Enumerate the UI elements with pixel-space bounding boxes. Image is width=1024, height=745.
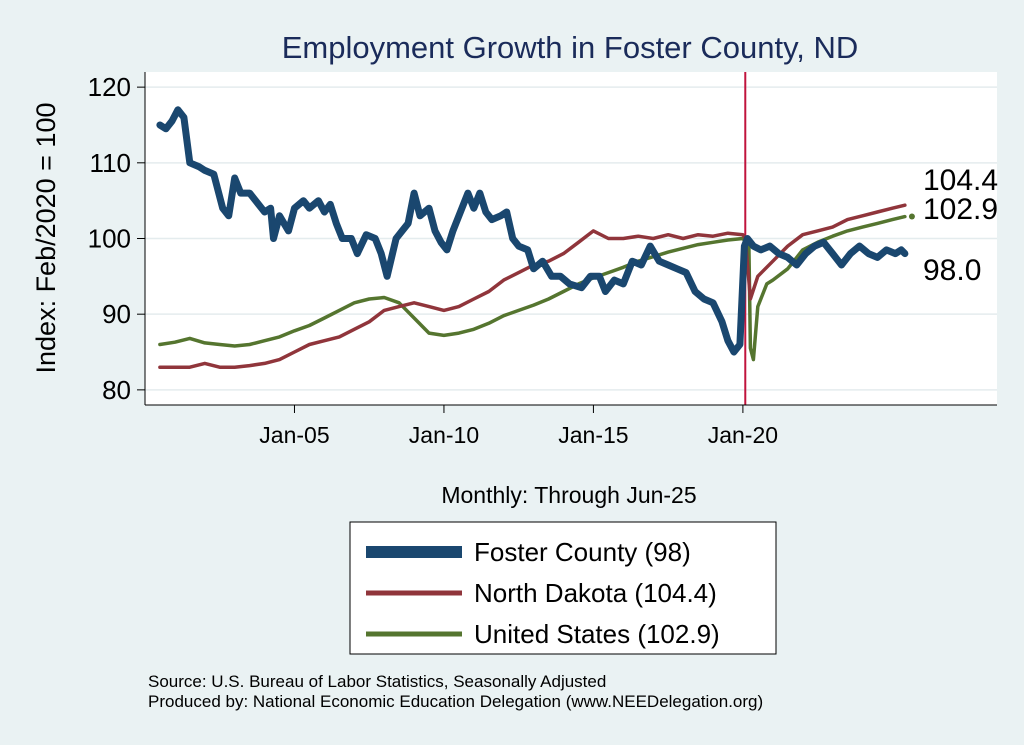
end-value-label: 98.0 <box>923 254 981 287</box>
legend: Foster County (98) North Dakota (104.4) Un… <box>366 537 720 649</box>
source-line: Source: U.S. Bureau of Labor Statistics,… <box>148 672 607 691</box>
gridlines <box>145 86 997 391</box>
end-value-label: 102.9 <box>923 193 998 226</box>
y-tick-label: 110 <box>90 148 131 178</box>
end-value-label: 104.4 <box>923 164 998 197</box>
x-tick-label: Jan-15 <box>558 422 628 448</box>
x-axis-label: Monthly: Through Jun-25 <box>441 482 696 508</box>
x-tick-label: Jan-20 <box>708 422 778 448</box>
producer-line: Produced by: National Economic Education… <box>148 692 764 711</box>
x-tick-label: Jan-10 <box>409 422 479 448</box>
series-line-2 <box>158 214 907 362</box>
us-end-marker <box>908 213 915 220</box>
x-axis-ticks: Jan-05 Jan-10 Jan-15 Jan-20 <box>259 405 778 448</box>
y-axis-label: Index: Feb/2020 = 100 <box>31 103 61 374</box>
x-tick-label: Jan-05 <box>259 422 329 448</box>
legend-entry: United States (102.9) <box>474 619 720 649</box>
y-tick-label: 90 <box>102 299 131 329</box>
y-tick-label: 100 <box>88 224 131 254</box>
source-note: Source: U.S. Bureau of Labor Statistics,… <box>148 672 763 712</box>
y-axis-ticks: 80 90 100 110 120 <box>88 72 145 405</box>
legend-entry: Foster County (98) <box>474 537 691 567</box>
y-tick-label: 80 <box>102 375 131 405</box>
series-line-0 <box>156 106 909 356</box>
chart-svg: Employment Growth in Foster County, ND 9… <box>31 30 998 655</box>
series-layer <box>156 106 909 369</box>
chart-title: Employment Growth in Foster County, ND <box>282 30 859 65</box>
y-tick-label: 120 <box>88 72 131 102</box>
legend-entry: North Dakota (104.4) <box>474 578 717 608</box>
